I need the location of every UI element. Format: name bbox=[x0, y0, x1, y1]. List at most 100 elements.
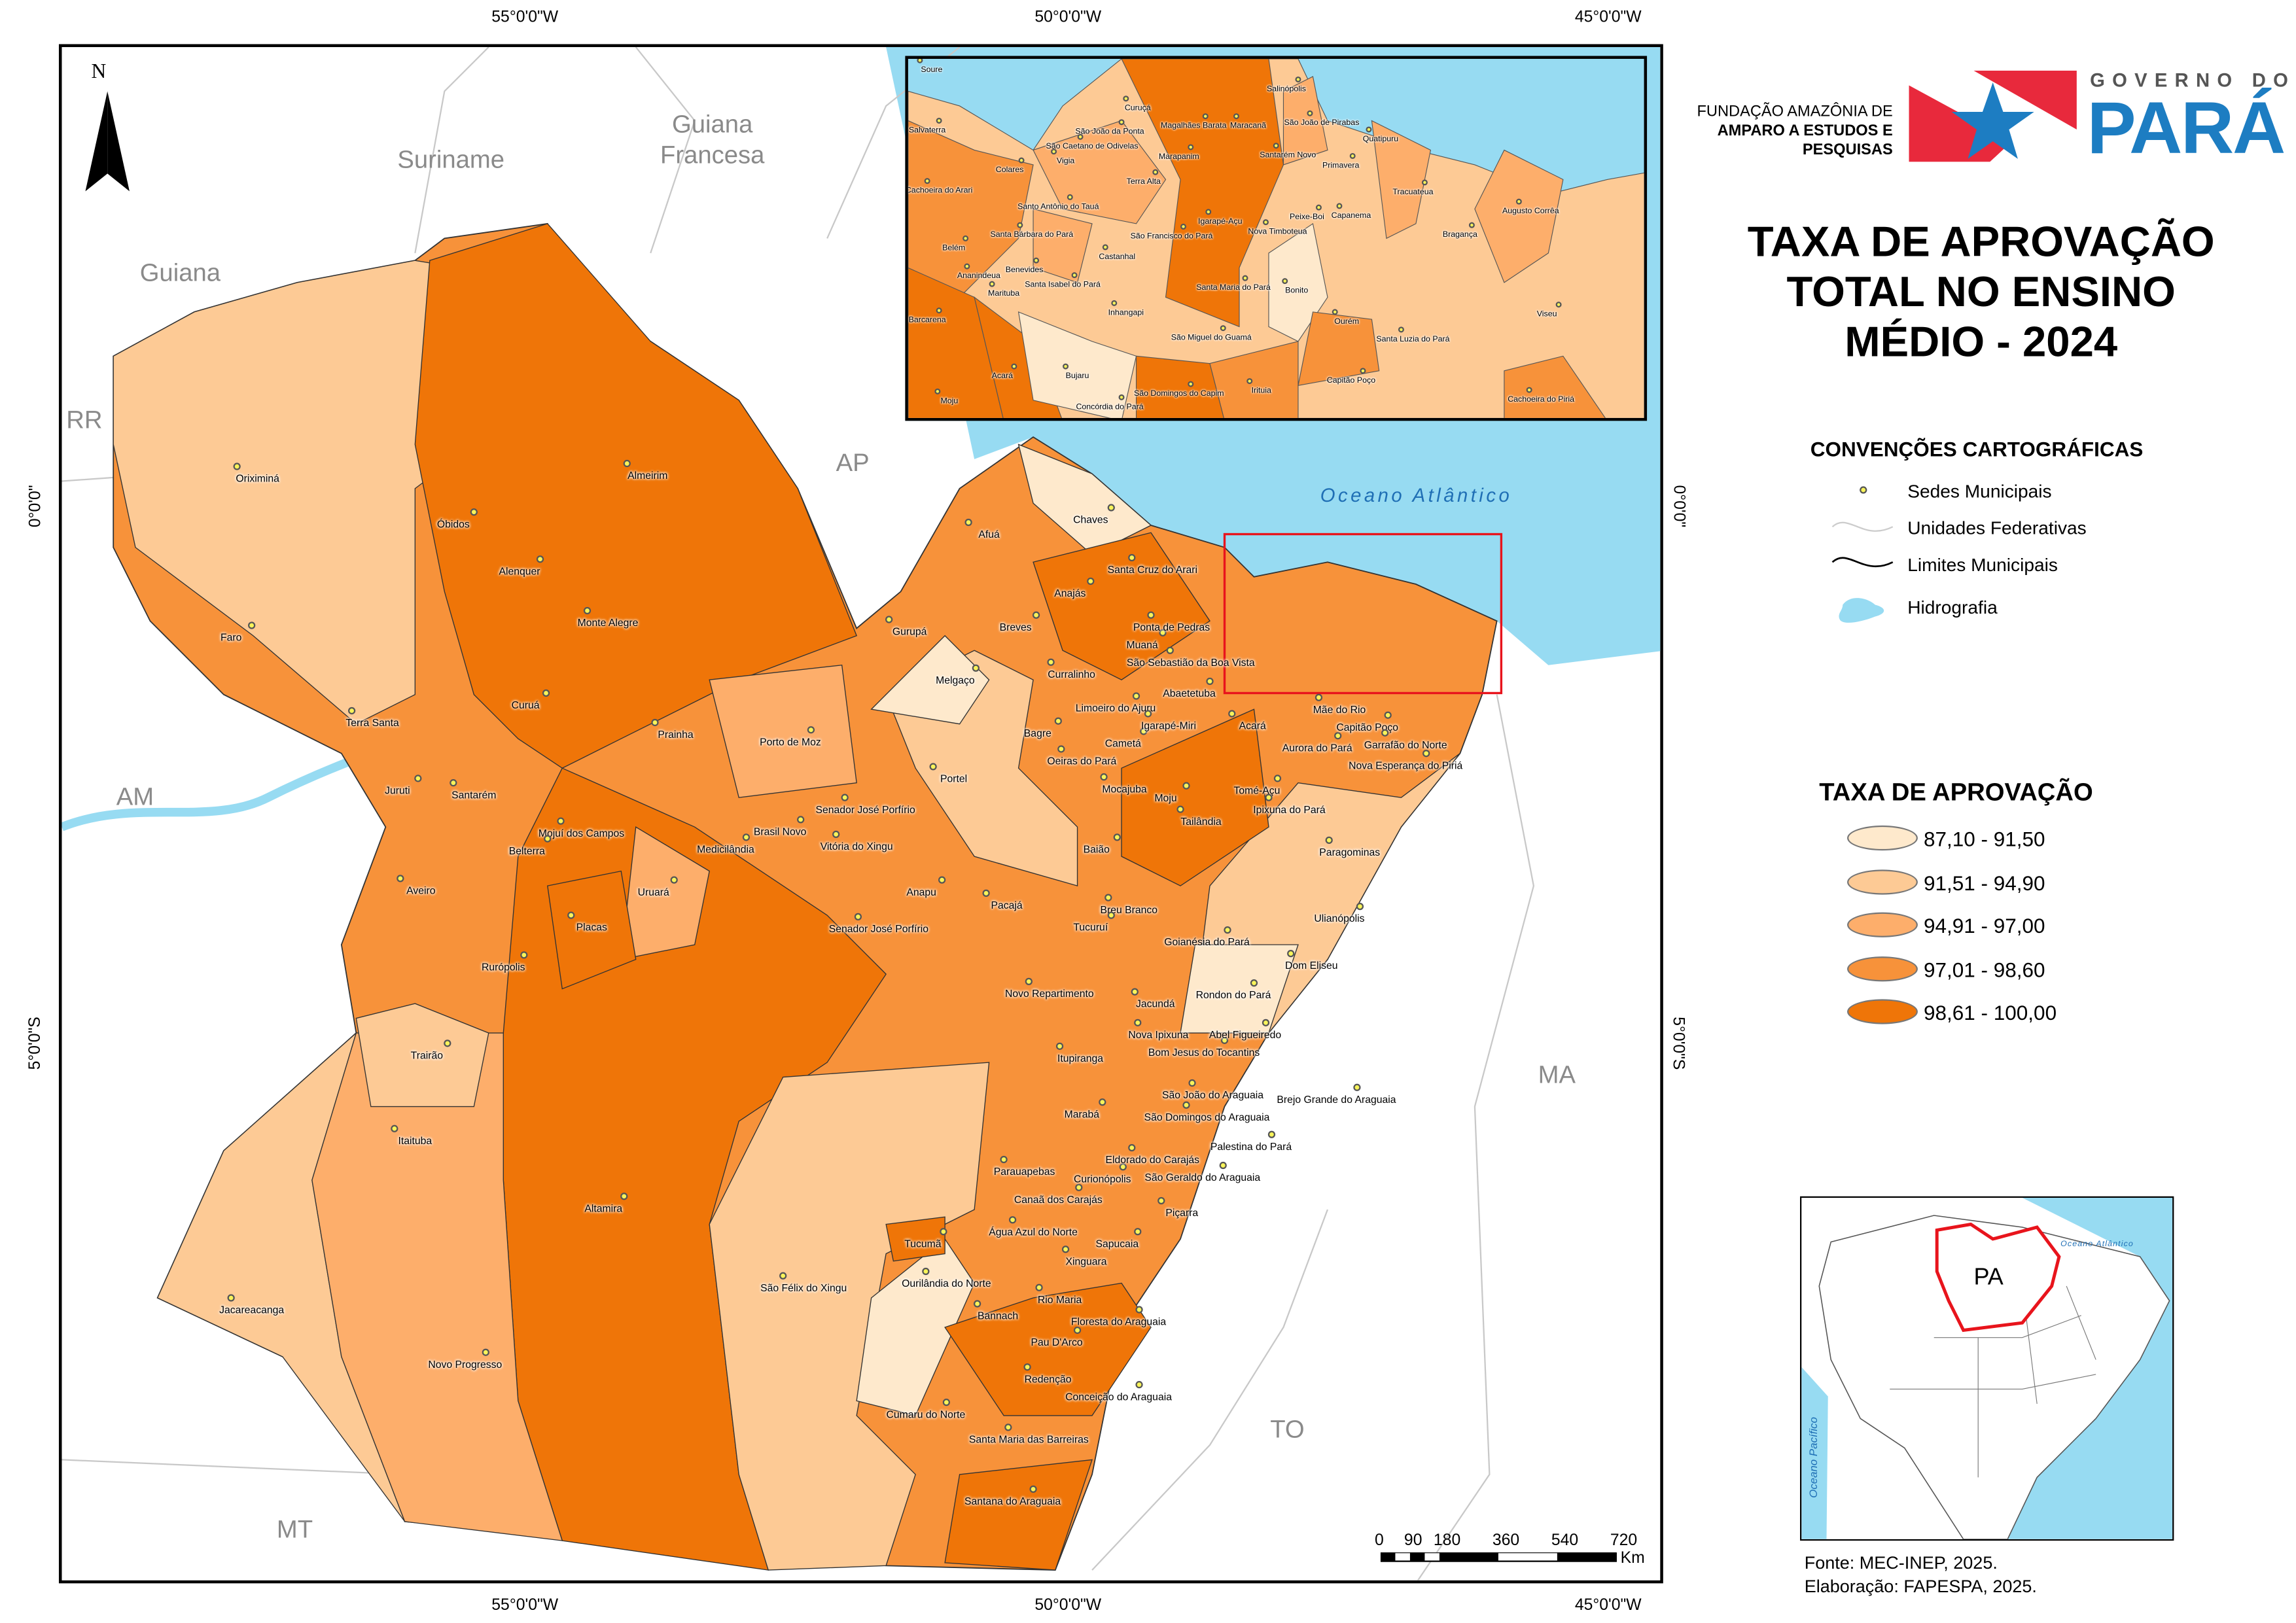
municipality-label: Jacundá bbox=[1136, 1000, 1175, 1011]
municipality-label: Breves bbox=[999, 623, 1032, 634]
municipal-seat-marker bbox=[1067, 194, 1073, 200]
scale-tick-label: 360 bbox=[1492, 1531, 1520, 1550]
municipality-label: Pau D'Arco bbox=[1031, 1338, 1083, 1349]
legend-heading: TAXA DE APROVAÇÃO bbox=[1819, 778, 2093, 807]
municipal-seat-marker bbox=[1147, 611, 1155, 619]
lon-label-bottom: 55°0'0"W bbox=[491, 1596, 559, 1614]
inset-municipality-label: Viseu bbox=[1536, 310, 1557, 320]
municipal-seat-marker bbox=[1118, 119, 1125, 126]
municipality-label: Abel Figueiredo bbox=[1209, 1030, 1282, 1041]
lon-label-bottom: 50°0'0"W bbox=[1034, 1596, 1102, 1614]
municipal-seat-marker bbox=[1468, 222, 1475, 228]
municipal-seat-marker bbox=[1188, 1079, 1196, 1087]
municipality-label: Oriximiná bbox=[236, 474, 279, 485]
municipal-seat-marker bbox=[1206, 677, 1214, 686]
municipality-label: Capitão Poço bbox=[1336, 723, 1398, 734]
municipal-seat-marker bbox=[1188, 381, 1194, 387]
title-line: TOTAL NO ENSINO bbox=[1786, 269, 2176, 317]
municipal-seat-marker bbox=[1166, 646, 1174, 654]
municipal-seat-marker bbox=[1051, 148, 1057, 155]
municipality-label: Santana do Araguaia bbox=[964, 1497, 1061, 1508]
inset-municipality-label: Benevides bbox=[1005, 266, 1044, 275]
inset-municipality-label: São João da Ponta bbox=[1075, 128, 1144, 137]
municipal-seat-marker bbox=[1107, 504, 1115, 512]
municipality-label: Itaituba bbox=[398, 1136, 433, 1147]
municipality-label: Anajás bbox=[1054, 589, 1086, 600]
municipality-label: Porto de Moz bbox=[760, 738, 821, 748]
municipality-label: Muaná bbox=[1126, 640, 1158, 652]
municipality-label: Itupiranga bbox=[1057, 1054, 1104, 1065]
municipality-label: Tomé-Açu bbox=[1233, 786, 1280, 797]
inset-municipality-label: Curuçá bbox=[1124, 104, 1151, 114]
scale-bar-graphic bbox=[1380, 1552, 1617, 1562]
scale-unit: Km bbox=[1620, 1549, 1645, 1567]
municipality-label: Marabá bbox=[1064, 1110, 1100, 1121]
inset-municipality-label: São Miguel do Guamá bbox=[1171, 334, 1252, 343]
municipality-label: Canaã dos Carajás bbox=[1014, 1195, 1103, 1206]
municipality-label: Nova Esperança do Piriá bbox=[1349, 761, 1463, 772]
municipal-seat-marker bbox=[1132, 692, 1140, 700]
municipal-seat-icon bbox=[1860, 486, 1867, 494]
municipal-seat-marker bbox=[1555, 302, 1562, 308]
municipality-label: Brejo Grande do Araguaia bbox=[1277, 1095, 1396, 1106]
municipality-label: Igarapé-Miri bbox=[1141, 722, 1197, 733]
municipality-label: Curuá bbox=[511, 701, 540, 712]
municipal-seat-marker bbox=[482, 1348, 489, 1356]
inset-municipality-label: Santo Antônio do Tauá bbox=[1017, 203, 1099, 212]
legend-label: 91,51 - 94,90 bbox=[1923, 870, 2045, 894]
municipal-seat-marker bbox=[1054, 717, 1062, 725]
municipality-label: Pacajá bbox=[991, 901, 1023, 912]
municipal-seat-marker bbox=[1113, 833, 1121, 841]
municipality-label: Aurora do Pará bbox=[1282, 744, 1352, 754]
inset-municipality-label: Vigia bbox=[1056, 157, 1075, 167]
municipal-seat-marker bbox=[938, 876, 946, 884]
lon-label-top: 50°0'0"W bbox=[1034, 9, 1102, 27]
municipality-label: São Sebastião da Boa Vista bbox=[1126, 658, 1255, 669]
locator-map: PA Oceano Atlântico Oceano Pacífico bbox=[1800, 1196, 2174, 1541]
municipal-seat-marker bbox=[1205, 209, 1212, 215]
municipality-label: Abaetetuba bbox=[1163, 689, 1216, 700]
municipal-seat-marker bbox=[1099, 1098, 1106, 1106]
municipality-label: Xinguara bbox=[1065, 1257, 1107, 1268]
municipality-label: Goianésia do Pará bbox=[1164, 937, 1250, 949]
municipality-label: Altamira bbox=[584, 1204, 623, 1215]
municipal-seat-marker bbox=[1307, 110, 1313, 116]
municipality-label: Senador José Porfírio bbox=[815, 805, 915, 816]
municipal-seat-marker bbox=[1242, 275, 1248, 281]
inset-municipality-label: Ourém bbox=[1334, 317, 1360, 327]
map-title: TAXA DE APROVAÇÃO TOTAL NO ENSINO MÉDIO … bbox=[1707, 218, 2255, 368]
municipal-seat-marker bbox=[542, 689, 550, 697]
municipal-seat-marker bbox=[1202, 113, 1209, 120]
municipal-seat-marker bbox=[1123, 96, 1129, 102]
municipality-label: Rondon do Pará bbox=[1195, 990, 1271, 1002]
municipality-label: Baião bbox=[1083, 845, 1110, 856]
municipality-label: Tailândia bbox=[1180, 817, 1222, 828]
scale-tick-label: 540 bbox=[1551, 1531, 1579, 1550]
label-to: TO bbox=[1270, 1415, 1305, 1444]
inset-municipality-label: São Domingos do Capim bbox=[1133, 390, 1224, 399]
municipal-seat-marker bbox=[1267, 1130, 1276, 1138]
municipal-seat-marker bbox=[670, 876, 678, 884]
municipality-label: Floresta do Araguaia bbox=[1070, 1318, 1167, 1329]
municipal-seat-marker bbox=[1134, 1019, 1142, 1026]
inset-municipality-label: Belém bbox=[942, 244, 966, 253]
municipal-seat-marker bbox=[1356, 903, 1364, 911]
municipal-seat-marker bbox=[391, 1125, 398, 1132]
legend-swatch bbox=[1846, 955, 1918, 981]
municipal-seat-marker bbox=[964, 518, 972, 527]
municipality-label: Sapucaia bbox=[1095, 1240, 1139, 1250]
municipality-label: Mocajuba bbox=[1102, 785, 1147, 795]
municipal-seat-marker bbox=[1017, 222, 1023, 228]
municipal-seat-marker bbox=[1135, 1306, 1143, 1314]
municipal-seat-marker bbox=[1140, 727, 1148, 735]
municipality-label: Brasil Novo bbox=[753, 828, 807, 839]
municipal-seat-marker bbox=[1075, 1183, 1083, 1191]
municipal-seat-marker bbox=[1325, 836, 1333, 845]
municipal-seat-marker bbox=[1334, 732, 1342, 740]
municipality-label: Santa Cruz do Arari bbox=[1107, 565, 1197, 576]
title-line: MÉDIO - 2024 bbox=[1845, 319, 2118, 367]
inset-municipality-label: Igarapé-Açu bbox=[1198, 217, 1243, 227]
label-ocean: Oceano Atlântico bbox=[1320, 484, 1513, 506]
municipal-seat-marker bbox=[1128, 553, 1136, 562]
label-guiana-francesa: Guiana Francesa bbox=[660, 110, 765, 169]
